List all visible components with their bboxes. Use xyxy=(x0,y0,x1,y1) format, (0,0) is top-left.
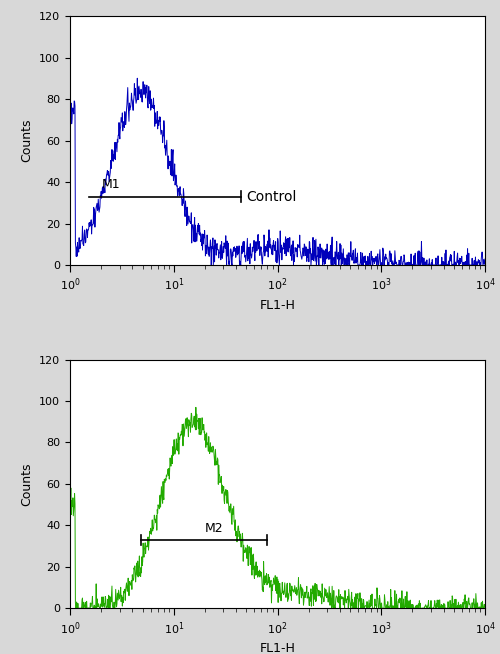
Text: M1: M1 xyxy=(102,179,121,192)
X-axis label: FL1-H: FL1-H xyxy=(260,642,296,654)
Y-axis label: Counts: Counts xyxy=(20,462,34,506)
Text: M2: M2 xyxy=(205,522,224,535)
Text: Control: Control xyxy=(246,190,297,203)
Y-axis label: Counts: Counts xyxy=(20,119,34,162)
X-axis label: FL1-H: FL1-H xyxy=(260,299,296,312)
